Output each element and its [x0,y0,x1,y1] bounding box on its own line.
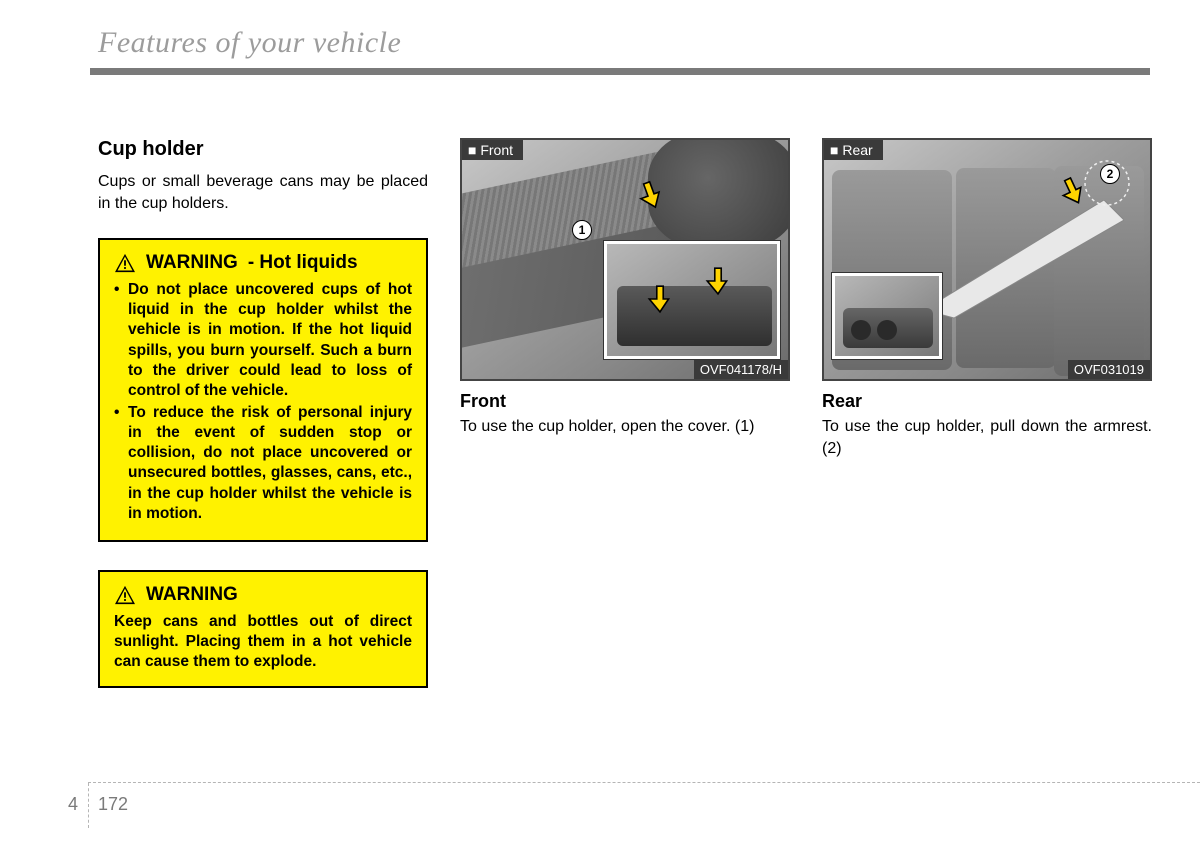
figure-caption: To use the cup holder, pull down the arm… [822,416,1152,459]
header-rule [90,68,1150,75]
warning-head: WARNING [114,584,412,606]
figure-code: OVF041178/H [694,360,788,379]
figure-label: ■ Rear [824,140,883,160]
figure-subhead: Rear [822,391,1152,412]
page-footer: 4 172 [0,783,1200,823]
figure-inset [604,241,780,359]
figure-label: ■ Front [462,140,523,160]
column-middle: ■ Front 1 OVF041178/H Front To use [460,138,790,688]
pivot-indicator-icon [1082,158,1132,208]
footer-dash-vertical [88,783,89,828]
warning-triangle-icon [114,253,136,273]
figure-code: OVF031019 [1068,360,1150,379]
arrow-down-icon [647,284,673,314]
figure-front-cupholder: ■ Front 1 OVF041178/H [460,138,790,381]
intro-text: Cups or small beverage cans may be place… [98,171,428,214]
footer-page-number: 172 [98,794,128,815]
section-title-cup-holder: Cup holder [98,138,428,161]
warning-label: WARNING [146,252,238,274]
warning-box-hot-liquids: WARNING - Hot liquids Do not place uncov… [98,238,428,542]
figure-subhead: Front [460,391,790,412]
arrow-down-icon [705,266,731,296]
warning-head: WARNING - Hot liquids [114,252,412,274]
footer-dash-horizontal [88,782,1200,783]
figure-inset [832,273,942,359]
column-left: Cup holder Cups or small beverage cans m… [98,138,428,688]
warning-body-list: Do not place uncovered cups of hot liqui… [114,280,412,524]
warning-bullet: Do not place uncovered cups of hot liqui… [114,280,412,401]
warning-box-sunlight: WARNING Keep cans and bottles out of dir… [98,570,428,688]
content-columns: Cup holder Cups or small beverage cans m… [98,138,1152,688]
warning-body-text: Keep cans and bottles out of direct sunl… [114,612,412,672]
column-right: ■ Rear 2 OVF031019 Rear To use [822,138,1152,688]
footer-chapter-number: 4 [68,794,78,815]
page-header-title: Features of your vehicle [98,26,401,60]
warning-subtitle: - Hot liquids [248,252,358,274]
warning-label: WARNING [146,584,238,606]
armrest-wedge [924,200,1124,320]
warning-bullet: To reduce the risk of personal injury in… [114,403,412,524]
figure-caption: To use the cup holder, open the cover. (… [460,416,790,438]
callout-marker: 1 [572,220,592,240]
figure-rear-cupholder: ■ Rear 2 OVF031019 [822,138,1152,381]
warning-triangle-icon [114,585,136,605]
